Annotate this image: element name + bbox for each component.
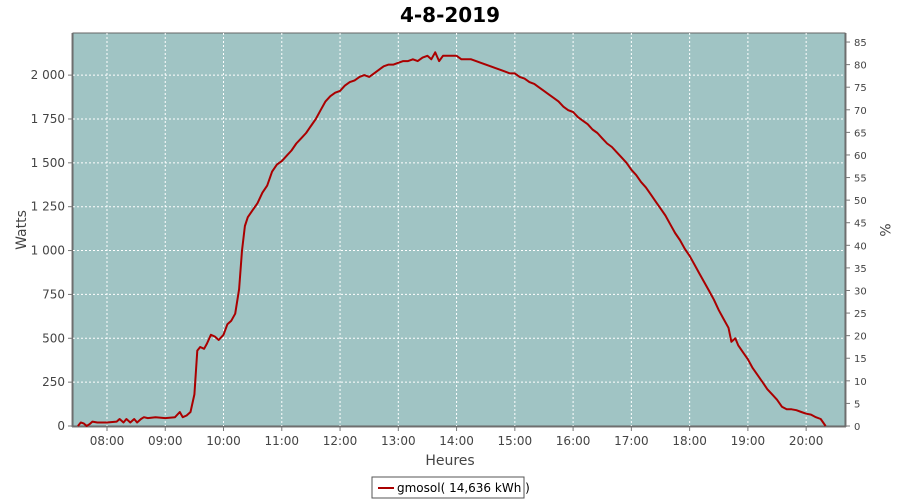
x-tick-label: 13:00 bbox=[381, 434, 416, 448]
y2-tick-label: 50 bbox=[854, 196, 867, 207]
y-axis-left: 0 250 500 750 1 000 1 250 1 500 1 750 2 000 bbox=[31, 33, 73, 433]
y-tick-label: 1 000 bbox=[31, 244, 65, 258]
y2-tick-label: 45 bbox=[854, 219, 867, 230]
x-tick-label: 17:00 bbox=[614, 434, 649, 448]
y2-tick-label: 35 bbox=[854, 264, 867, 275]
y2-tick-label: 80 bbox=[854, 61, 867, 72]
plot-area bbox=[72, 32, 846, 427]
y2-tick-label: 85 bbox=[854, 38, 867, 49]
y2-tick-label: 10 bbox=[854, 377, 867, 388]
x-tick-label: 19:00 bbox=[731, 434, 766, 448]
y-tick-label: 750 bbox=[42, 287, 65, 301]
x-tick-label: 08:00 bbox=[90, 434, 125, 448]
y2-axis-label: % bbox=[876, 223, 892, 236]
legend-box bbox=[371, 476, 525, 499]
y2-tick-label: 55 bbox=[854, 174, 867, 185]
y2-tick-label: 25 bbox=[854, 309, 867, 320]
y-tick-label: 250 bbox=[42, 375, 65, 389]
y-tick-label: 1 250 bbox=[31, 200, 65, 214]
x-tick-label: 12:00 bbox=[323, 434, 358, 448]
y2-tick-label: 40 bbox=[854, 241, 867, 252]
y-tick-label: 1 500 bbox=[31, 156, 65, 170]
series-line bbox=[77, 51, 827, 427]
chart-title: 4-8-2019 bbox=[400, 3, 500, 27]
y2-tick-label: 0 bbox=[854, 422, 860, 433]
y2-tick-label: 60 bbox=[854, 151, 867, 162]
y-tick-label: 500 bbox=[42, 331, 65, 345]
legend-label: gmosol( 14,636 kWh ) bbox=[397, 481, 530, 495]
x-axis-label: Heures bbox=[425, 453, 474, 469]
y-tick-label: 1 750 bbox=[31, 112, 65, 126]
y2-tick-label: 20 bbox=[854, 332, 867, 343]
grid-lines bbox=[73, 33, 845, 426]
y-tick-label: 2 000 bbox=[31, 68, 65, 82]
x-tick-label: 15:00 bbox=[498, 434, 533, 448]
series-layer bbox=[77, 51, 827, 427]
legend: gmosol( 14,636 kWh ) bbox=[371, 476, 530, 499]
x-tick-label: 10:00 bbox=[206, 434, 241, 448]
x-tick-label: 09:00 bbox=[148, 434, 183, 448]
y2-tick-label: 65 bbox=[854, 128, 867, 139]
x-tick-label: 11:00 bbox=[264, 434, 299, 448]
y2-tick-label: 5 bbox=[854, 399, 860, 410]
x-axis: 08:00 09:00 10:00 11:00 12:00 13:00 14:00 15:00… bbox=[72, 426, 846, 448]
x-tick-label: 18:00 bbox=[672, 434, 707, 448]
y-axis-right: 0 5 10 15 20 25 30 35 40 45 50 55 60 65 70 75 80 85 bbox=[845, 33, 867, 433]
y-tick-label: 0 bbox=[57, 419, 65, 433]
x-tick-label: 20:00 bbox=[789, 434, 824, 448]
y2-tick-label: 15 bbox=[854, 354, 867, 365]
x-tick-label: 14:00 bbox=[439, 434, 474, 448]
y-axis-label: Watts bbox=[14, 210, 30, 250]
x-tick-label: 16:00 bbox=[556, 434, 591, 448]
y2-tick-label: 75 bbox=[854, 83, 867, 94]
y2-tick-label: 70 bbox=[854, 106, 867, 117]
y2-tick-label: 30 bbox=[854, 286, 867, 297]
